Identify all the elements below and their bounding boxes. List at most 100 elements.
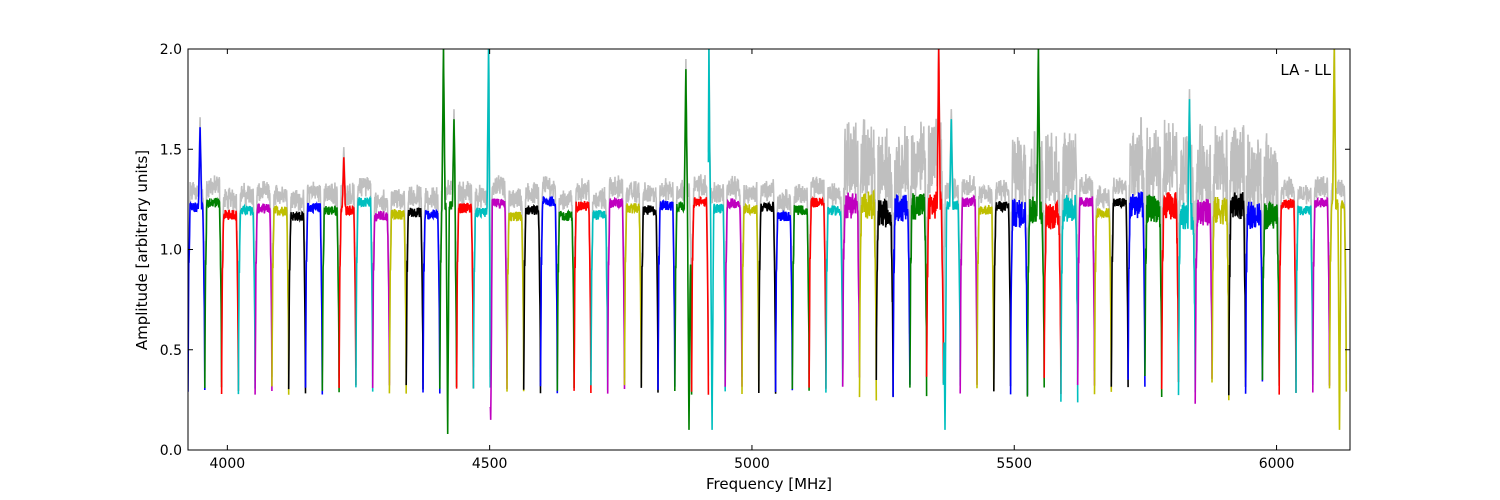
channel-series-line [522,203,542,394]
background-trace [539,176,559,379]
channel-series-line [489,198,508,420]
channel-series-line [657,199,676,390]
background-trace [825,183,844,374]
channel-series-line [405,207,424,390]
background-trace [1127,117,1146,342]
channel-series-line [204,196,223,389]
background-trace [606,175,626,379]
channel-series-line [976,204,995,391]
background-trace [623,181,643,364]
channel-series-line [640,205,659,393]
channel-series-line [388,208,408,394]
y-tick-label: 0.0 [160,443,182,459]
x-axis: 4000 4500 5000 5500 6000 [210,49,1294,472]
background-trace [254,180,273,382]
background-trace [1076,173,1096,375]
channel-series-line [439,49,458,435]
background-trace [388,189,408,384]
background-trace [489,175,508,369]
channel-series-line [1278,198,1297,395]
annotation-label: LA - LL [1280,61,1331,79]
channel-series-line [573,200,592,394]
background-trace [455,181,475,380]
background-trace [287,189,307,377]
background-trace [1060,132,1079,373]
background-trace [573,178,592,373]
channel-series-line [188,127,206,392]
background-trace [506,188,525,379]
channel-series-line [791,205,810,391]
y-tick-label: 1.0 [160,243,182,259]
y-tick-label: 2.0 [160,42,182,58]
background-trace [1312,176,1331,377]
channel-series-line [590,210,609,391]
channel-series-line [1043,199,1062,395]
channel-series-line [1295,205,1314,394]
channel-series-line [757,200,777,394]
channel-series-line [925,49,945,384]
channel-series-line [825,205,844,393]
channel-series-line [472,49,492,389]
channel-series-line [271,204,290,395]
channel-series-line [1026,49,1045,397]
background-trace [405,184,424,373]
channel-series-line [1076,196,1096,386]
channel-series-line [1312,196,1331,393]
channel-series-line [774,209,794,393]
background-trace [657,178,676,369]
x-tick-label: 5500 [996,456,1032,472]
background-trace [741,181,760,381]
x-tick-label: 4000 [210,456,246,472]
background-trace [271,184,290,386]
background-trace [1278,176,1297,382]
channel-series-line [455,202,475,389]
background-trace [371,189,391,377]
background-trace [1228,125,1247,378]
background-trace [858,119,878,362]
background-trace [791,184,810,376]
channel-series-line [1110,197,1129,388]
background-trace [774,189,794,375]
channel-series-line [690,195,710,395]
channel-series-line [841,192,861,387]
background-trace [556,190,575,372]
channel-series-line [1194,198,1213,404]
background-trace [1244,134,1264,349]
background-trace [590,186,609,378]
background-trace [522,182,542,383]
background-trace [993,179,1012,377]
background-trace [976,183,995,379]
channel-series-line [220,209,240,395]
channel-series-line [1127,191,1146,387]
background-trace [640,182,659,374]
channel-series-line [1228,192,1247,396]
channel-series-line [304,201,324,395]
background-trace [909,121,928,335]
channel-series-line [1177,99,1196,396]
background-trace [690,174,710,376]
background-trace [321,182,340,383]
channel-series-line [959,194,978,394]
background-trace [355,177,374,377]
series-layer [188,49,1348,435]
y-tick-label: 0.5 [160,343,182,359]
background-trace [959,175,978,371]
background-trace [1211,126,1230,383]
background-trace [1043,132,1062,367]
background-trace [1194,123,1213,354]
y-axis: 0.0 0.5 1.0 1.5 2.0 [160,42,1350,459]
channel-series-line [237,203,256,395]
background-trace [1110,177,1129,379]
channel-series-line [1060,194,1079,403]
background-trace [220,187,240,383]
y-axis-title: Amplitude [arbitrary units] [133,150,151,350]
x-tick-label: 4500 [472,456,508,472]
channel-series-line [707,49,726,430]
channel-series-line [539,195,559,394]
channel-series-line [674,69,693,430]
x-tick-label: 5000 [734,456,770,472]
background-trace [674,58,693,385]
channel-series-line [875,198,894,397]
